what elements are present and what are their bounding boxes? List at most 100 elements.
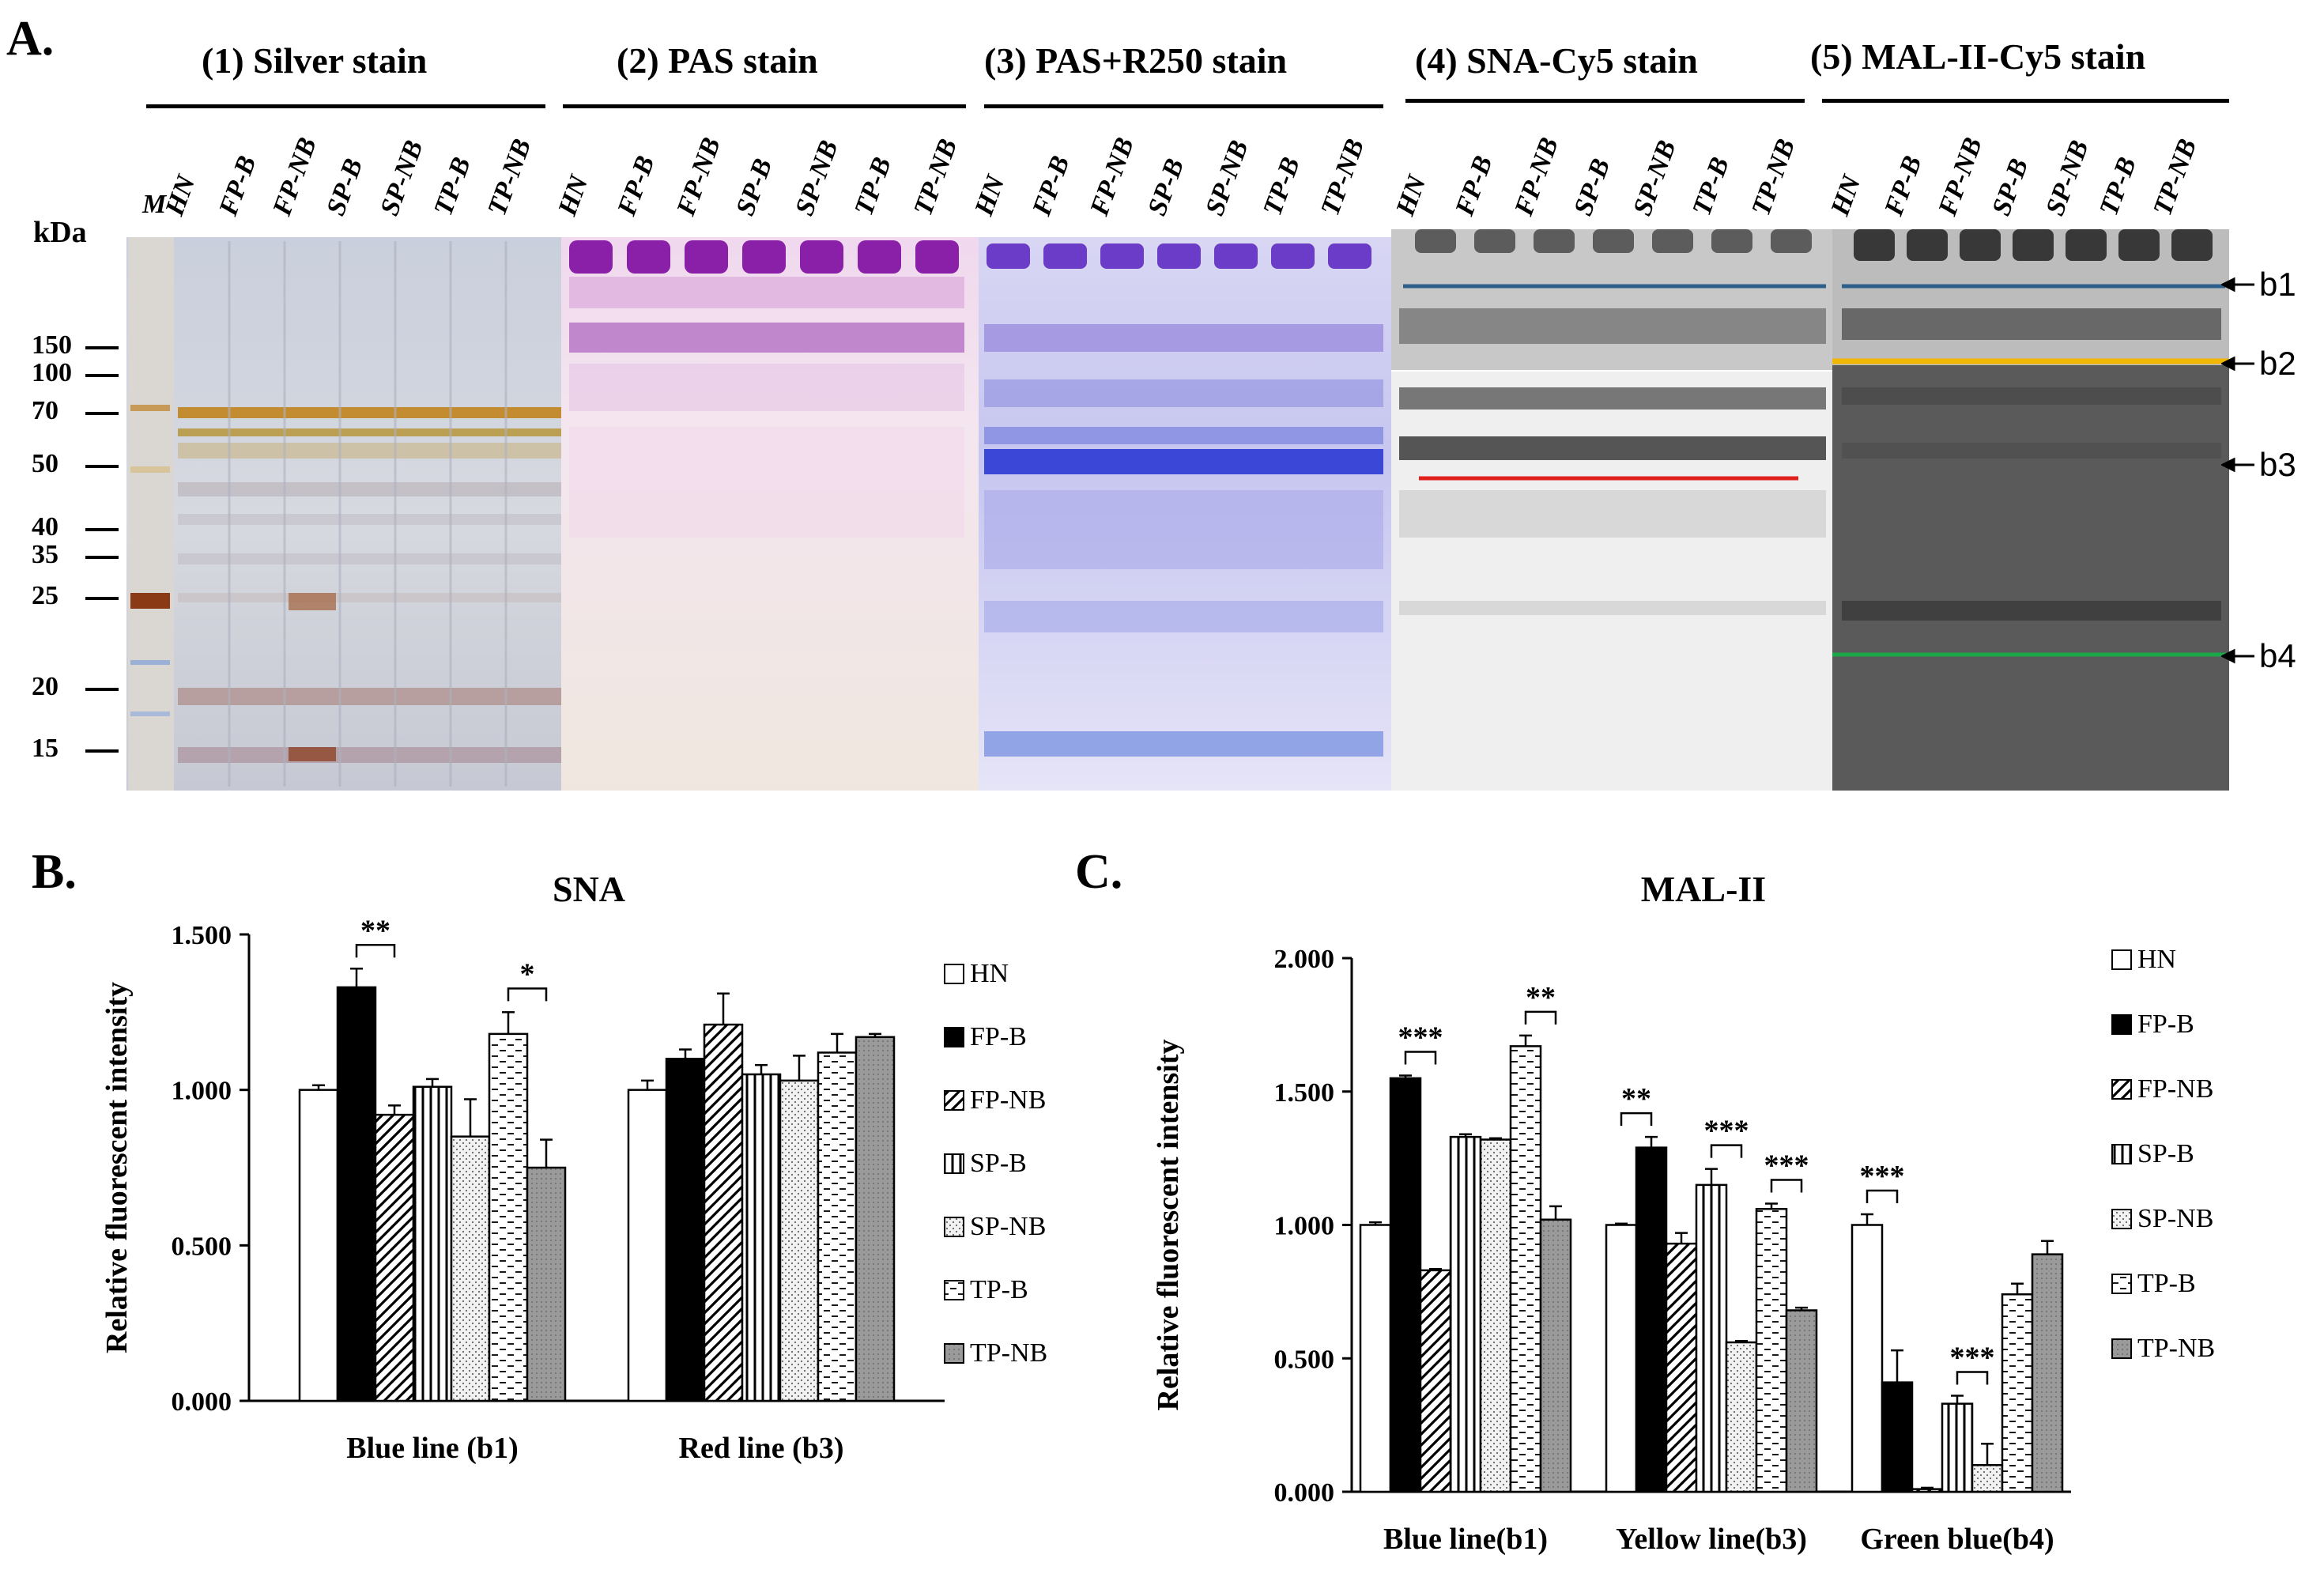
lane-label-tp-nb: TP-NB: [2148, 134, 2203, 220]
legend-swatch-sp-b: [944, 1153, 964, 1174]
marker-tick: [85, 688, 119, 691]
bar-sp-b: [741, 1073, 782, 1402]
chart-title: MAL-II: [1641, 869, 1766, 909]
legend-label-fp-nb: FP-NB: [2137, 1074, 2213, 1104]
stain-underline-4: [1405, 99, 1805, 103]
legend-label-sp-b: SP-B: [970, 1149, 1027, 1178]
silver-stain-gel: [126, 237, 561, 791]
bar-hn: [1851, 1224, 1884, 1493]
lane-label-fp-nb: FP-NB: [1509, 134, 1564, 220]
significance-label: ***: [1860, 1160, 1905, 1193]
sna-cy5-gel: [1391, 229, 1832, 791]
legend-swatch-sp-b: [2111, 1144, 2132, 1164]
legend-swatch-tp-nb: [2111, 1338, 2132, 1359]
legend-label-tp-b: TP-B: [2137, 1269, 2196, 1298]
bar-sp-nb: [1725, 1341, 1758, 1493]
bar-fp-nb: [1911, 1488, 1944, 1493]
band-arrows: [2221, 277, 2254, 664]
bar-tp-nb: [855, 1036, 896, 1402]
legend-swatch-hn: [944, 964, 964, 984]
x-category-label: Blue line(b1): [1383, 1523, 1548, 1556]
legend-label-fp-nb: FP-NB: [970, 1085, 1046, 1115]
legend-label-sp-b: SP-B: [2137, 1139, 2194, 1168]
y-tick-label: 0.000: [172, 1387, 232, 1417]
bar-sp-b: [1695, 1183, 1728, 1493]
lane-label-hn: HN: [160, 172, 202, 220]
bar-tp-nb: [526, 1166, 567, 1402]
mal-ii-bar-chart: MAL-II Relative fluorescent intensity 0.00…: [1152, 869, 2215, 1556]
lane-label-tp-b: TP-B: [428, 153, 477, 220]
lane-label-tp-b: TP-B: [2094, 153, 2142, 220]
marker-tick: [85, 597, 119, 600]
bar-tp-b: [488, 1032, 529, 1402]
significance-label: **: [360, 914, 390, 947]
lane-label-tp-b: TP-B: [1258, 153, 1306, 220]
bar-fp-b: [336, 986, 377, 1402]
legend-label-tp-nb: TP-NB: [2137, 1334, 2215, 1363]
bar-sp-b: [412, 1085, 453, 1402]
marker-tick: [85, 528, 119, 531]
significance-bracket: [355, 944, 396, 958]
y-axis-label: Relative fluorescent intensity: [100, 982, 134, 1353]
lane-label-hn: HN: [1390, 172, 1432, 220]
bar-fp-nb: [1665, 1242, 1698, 1493]
stain-underline-5: [1822, 99, 2229, 103]
marker-size-15: 15: [32, 734, 58, 763]
stain-underline-1: [146, 104, 545, 108]
bar-sp-nb: [450, 1135, 491, 1402]
bar-fp-b: [1635, 1146, 1668, 1493]
stain-title-mal: (5) MAL-II-Cy5 stain: [1810, 36, 2146, 77]
legend-swatch-fp-nb: [2111, 1079, 2132, 1100]
bar-tp-nb: [1785, 1309, 1818, 1493]
legend-label-tp-nb: TP-NB: [970, 1338, 1047, 1368]
lane-label-sp-b: SP-B: [1986, 154, 2035, 220]
y-tick-label: 0.500: [172, 1232, 232, 1261]
stain-title-silver: (1) Silver stain: [202, 40, 428, 81]
bar-hn: [298, 1089, 339, 1402]
marker-tick: [85, 465, 119, 468]
stain-title-pas: (2) PAS stain: [617, 40, 818, 81]
bar-sp-b: [1449, 1135, 1482, 1493]
lane-label-fp-nb: FP-NB: [1085, 134, 1140, 220]
lane-label-sp-nb: SP-NB: [1200, 136, 1254, 220]
bar-tp-b: [817, 1051, 858, 1402]
x-category-label: Yellow line(b3): [1616, 1523, 1807, 1556]
y-tick-label: 2.000: [1274, 945, 1335, 974]
bar-sp-b: [1941, 1402, 1974, 1493]
stain-underline-2: [563, 104, 966, 108]
lane-label-sp-b: SP-B: [1568, 154, 1617, 220]
marker-size-20: 20: [32, 672, 58, 701]
bar-tp-b: [2001, 1293, 2034, 1493]
lane-label-sp-b: SP-B: [321, 154, 369, 220]
band-label-b2: b2: [2259, 345, 2296, 382]
significance-label: ***: [1950, 1342, 1995, 1375]
lane-label-sp-nb: SP-NB: [2040, 136, 2095, 220]
legend-swatch-tp-b: [944, 1280, 964, 1300]
significance-label: **: [1526, 981, 1556, 1014]
legend-swatch-fp-nb: [944, 1090, 964, 1111]
significance-label: *: [520, 957, 535, 991]
y-tick-label: 1.000: [172, 1077, 232, 1106]
lane-label-sp-nb: SP-NB: [790, 136, 844, 220]
lane-label-hn: HN: [969, 172, 1011, 220]
bar-hn: [1605, 1224, 1638, 1493]
lane-label-fp-b: FP-B: [1450, 152, 1499, 220]
bar-sp-nb: [779, 1079, 820, 1402]
lane-label-fp-nb: FP-NB: [267, 134, 323, 220]
marker-tick: [85, 346, 119, 349]
bar-fp-b: [1881, 1381, 1914, 1493]
legend-swatch-fp-b: [944, 1027, 964, 1047]
lane-label-fp-b: FP-B: [213, 152, 262, 220]
lane-label-sp-b: SP-B: [730, 154, 779, 220]
gel-images: [126, 229, 2229, 791]
lane-label-tp-nb: TP-NB: [1315, 134, 1371, 220]
significance-bracket: [1524, 1010, 1557, 1025]
significance-label: ***: [1704, 1115, 1749, 1148]
legend-label-fp-b: FP-B: [2137, 1010, 2194, 1039]
lane-label-fp-b: FP-B: [1027, 152, 1076, 220]
legend-swatch-hn: [2111, 949, 2132, 970]
legend-label-hn: HN: [2137, 945, 2176, 974]
marker-size-100: 100: [32, 358, 72, 387]
band-label-b4: b4: [2259, 637, 2296, 674]
sna-bar-chart: SNA Relative fluorescent intensity 0.000 0.…: [100, 869, 1047, 1465]
